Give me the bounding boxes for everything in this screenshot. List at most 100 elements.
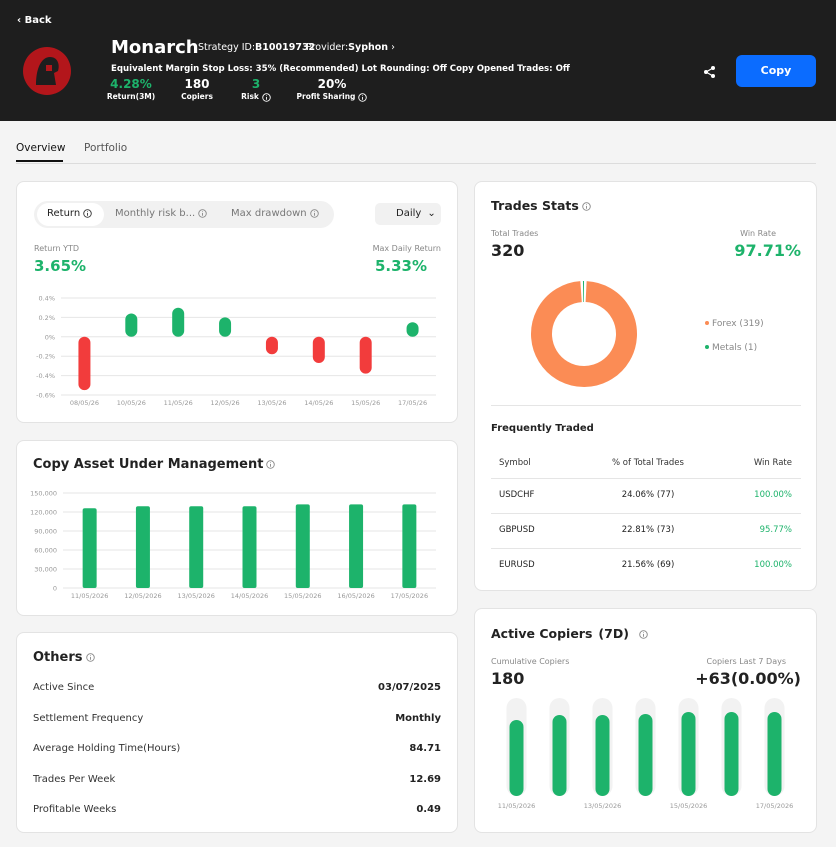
y-tick-label: -0.6% [36, 392, 55, 400]
row-label: Profitable Weeks [33, 804, 117, 815]
x-tick-label: 17/05/2026 [391, 592, 428, 600]
tab[interactable]: Portfolio [84, 142, 128, 154]
active-copiers-card: Active Copiers (7D) Cumulative Copiers 18… [474, 608, 817, 833]
bar [242, 506, 257, 588]
row-line [491, 478, 801, 479]
bar [265, 336, 278, 355]
x-tick-label: 10/05/26 [117, 399, 146, 407]
tab[interactable]: Overview [16, 142, 66, 154]
stat-label: Risk [211, 92, 301, 102]
last7: +63(0.00%) [695, 669, 801, 688]
y-tick-label: -0.2% [36, 353, 55, 361]
bar [406, 322, 419, 337]
chart-tab[interactable]: Max drawdown [231, 208, 319, 219]
stat-label: Return(3M) [86, 92, 176, 101]
copy-button[interactable]: Copy [736, 55, 816, 87]
period-dropdown[interactable]: Daily ⌄ [375, 203, 441, 225]
table-cell: EURUSD [499, 560, 535, 570]
x-tick-label: 14/05/2026 [231, 592, 268, 600]
return-ytd-label: Return YTD [34, 244, 80, 253]
row-label: Trades Per Week [33, 773, 116, 785]
bar [359, 336, 372, 374]
trades-stats-card: Trades Stats Total Trades 320 Win Rate 9… [474, 181, 817, 591]
stat-value: 3 [251, 77, 261, 91]
stat-label-text: Risk [241, 92, 259, 101]
row-label: Settlement Frequency [33, 712, 144, 724]
table-cell: 24.06% (77) [621, 490, 675, 500]
x-tick-label: 11/05/2026 [71, 592, 108, 600]
bar [552, 715, 567, 796]
stat-label-text: Profit Sharing [296, 92, 356, 101]
chart-tab[interactable]: Return [47, 208, 92, 219]
x-tick-label: 12/05/2026 [124, 592, 161, 600]
max-daily-label: Max Daily Return [372, 244, 441, 253]
copiers-chart: 11/05/2026 13/05/2026 15/05/2026 17/05/2026 [498, 698, 793, 810]
table-header: Win Rate [753, 458, 792, 468]
legend-dot [705, 321, 709, 325]
table-cell: 22.81% (73) [621, 525, 675, 535]
share-button[interactable] [703, 65, 717, 79]
row-value: Monthly [395, 712, 441, 724]
chart-tab[interactable]: Monthly risk b... [115, 208, 207, 219]
table-cell: USDCHF [499, 490, 535, 500]
y-tick-label: 0 [53, 585, 57, 593]
bar [767, 712, 782, 796]
table-header: Symbol [499, 458, 531, 468]
y-tick-label: 150,000 [30, 490, 57, 498]
table-cell: 21.56% (69) [621, 560, 675, 570]
y-tick-label: 0% [45, 333, 55, 341]
bar [172, 307, 185, 337]
x-tick-label: 11/05/26 [164, 399, 193, 407]
donut-chart: Forex (319) Metals (1) [531, 281, 764, 387]
y-tick-label: 60,000 [34, 547, 57, 555]
card-title: Others [33, 650, 95, 665]
table-cell: 100.00% [754, 490, 792, 500]
card-title: Active Copiers (7D) [491, 626, 648, 641]
bar [189, 506, 204, 588]
row-value: 03/07/2025 [378, 682, 441, 693]
row-value: 84.71 [409, 743, 441, 754]
x-tick-label: 13/05/2026 [177, 592, 214, 600]
table-cell: GBPUSD [499, 525, 535, 535]
max-daily: 5.33% [374, 257, 427, 275]
win-rate-label: Win Rate [740, 229, 776, 238]
x-tick-label: 11/05/2026 [498, 802, 535, 810]
active-tab-bg [37, 203, 104, 226]
row-value: 12.69 [409, 773, 441, 785]
x-tick-label: 17/05/2026 [756, 802, 793, 810]
aum-card: Copy Asset Under Management 0 30,000 60,00… [16, 440, 458, 616]
x-tick-label: 17/05/26 [398, 399, 427, 407]
divider [16, 163, 816, 164]
row-label: Active Since [33, 682, 95, 693]
bar [135, 506, 150, 588]
info-icon [358, 92, 368, 102]
card-title: Copy Asset Under Management [33, 457, 276, 472]
return-ytd: 3.65% [34, 257, 87, 275]
bar [509, 720, 524, 796]
x-tick-label: 15/05/26 [351, 399, 380, 407]
back-button[interactable]: ‹ Back [17, 15, 52, 26]
total-trades-label: Total Trades [491, 229, 539, 238]
x-tick-label: 08/05/26 [70, 399, 99, 407]
settings: Equivalent Margin Stop Loss: 35% (Recomm… [111, 64, 570, 74]
stat-label: Copiers [152, 92, 242, 101]
row-label: Average Holding Time(Hours) [33, 743, 181, 754]
tab-underline [16, 160, 63, 162]
bar [681, 712, 696, 796]
x-tick-label: 15/05/2026 [670, 802, 707, 810]
total-trades: 320 [491, 241, 525, 260]
y-tick-label: 120,000 [30, 509, 57, 517]
provider-link[interactable]: Provider:Syphon › [306, 42, 395, 53]
bar [724, 712, 739, 796]
legend-label: Metals (1) [712, 343, 757, 353]
bar [125, 313, 138, 337]
bar [638, 714, 653, 796]
x-tick-label: 13/05/2026 [584, 802, 621, 810]
bar [78, 336, 91, 391]
y-tick-label: 0.4% [38, 295, 55, 303]
y-tick-label: 30,000 [34, 566, 57, 574]
stat-label: Profit Sharing [287, 92, 377, 102]
cumulative-label: Cumulative Copiers [491, 657, 570, 666]
donut-segment [531, 281, 637, 387]
